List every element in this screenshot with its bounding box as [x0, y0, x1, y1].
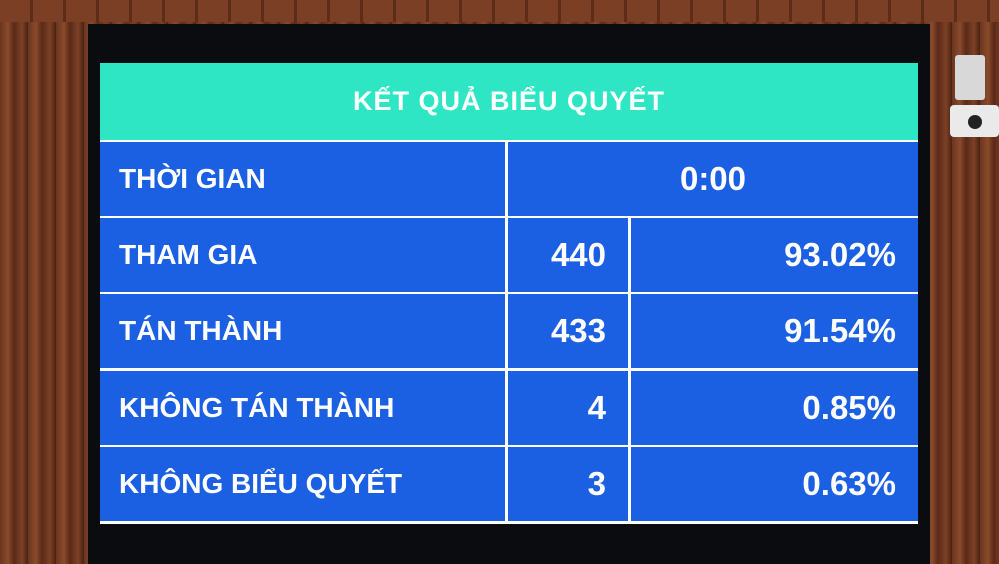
row-count: 4	[508, 371, 628, 445]
row-percent: 93.02%	[631, 218, 918, 292]
wood-panel-top	[0, 0, 999, 22]
results-title: KẾT QUẢ BIỂU QUYẾT	[100, 63, 918, 140]
result-row-approve: TÁN THÀNH 433 91.54%	[100, 294, 918, 368]
row-label: TÁN THÀNH	[100, 294, 505, 368]
row-label: KHÔNG BIỂU QUYẾT	[100, 447, 505, 521]
row-percent: 0.63%	[631, 447, 918, 521]
time-label: THỜI GIAN	[100, 142, 505, 216]
row-count: 433	[508, 294, 628, 368]
result-row-disapprove: KHÔNG TÁN THÀNH 4 0.85%	[100, 371, 918, 445]
time-value: 0:00	[508, 142, 918, 216]
result-row-abstain: KHÔNG BIỂU QUYẾT 3 0.63%	[100, 447, 918, 521]
camera-icon	[950, 55, 999, 145]
row-count: 3	[508, 447, 628, 521]
row-count: 440	[508, 218, 628, 292]
result-row-participating: THAM GIA 440 93.02%	[100, 218, 918, 292]
row-label: KHÔNG TÁN THÀNH	[100, 371, 505, 445]
row-percent: 91.54%	[631, 294, 918, 368]
vote-results-screen: KẾT QUẢ BIỂU QUYẾT THỜI GIAN 0:00 THAM G…	[100, 63, 918, 524]
row-label: THAM GIA	[100, 218, 505, 292]
time-row: THỜI GIAN 0:00	[100, 142, 918, 216]
row-percent: 0.85%	[631, 371, 918, 445]
